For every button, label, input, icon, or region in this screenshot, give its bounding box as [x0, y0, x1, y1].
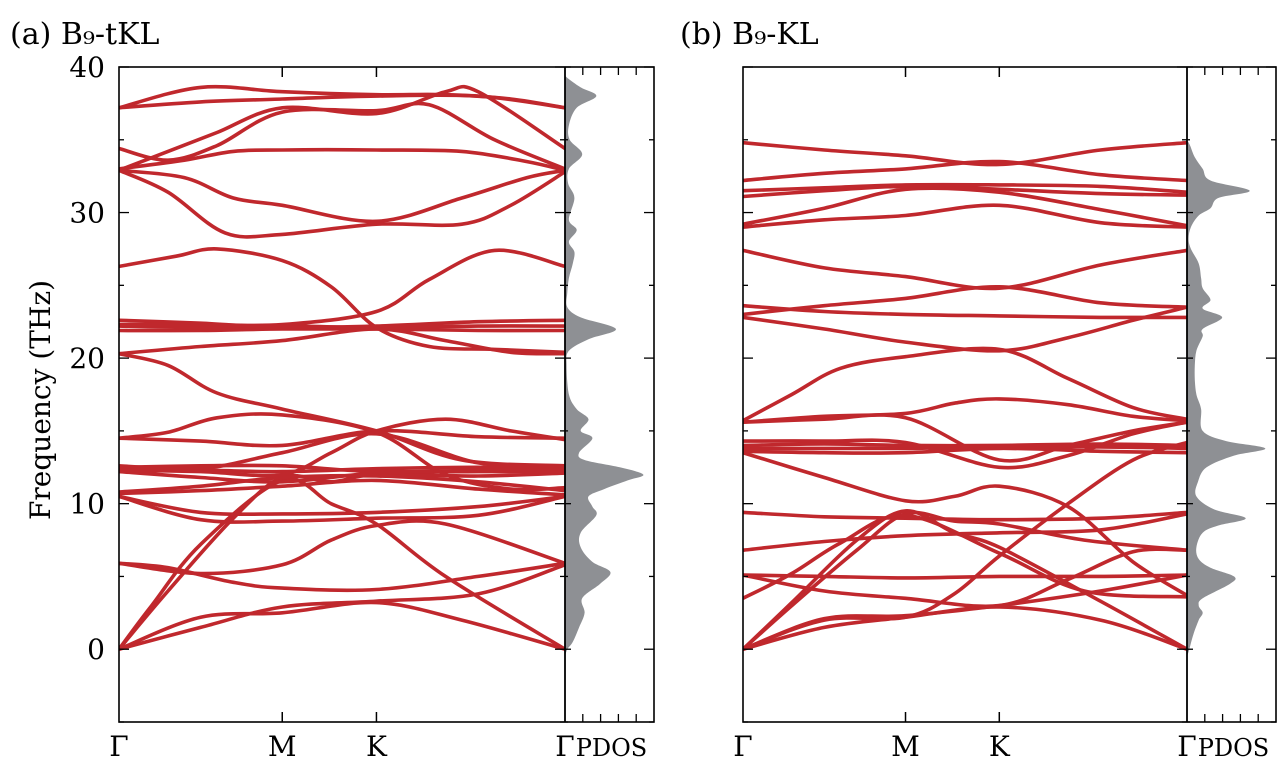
y-tick-label: 0: [87, 633, 105, 666]
panel-a: (a) B₉-tKL Frequency (THz) 0 10 20 30 40 Γ M K Γ…: [10, 17, 655, 763]
y-tick-label: 20: [69, 342, 105, 375]
phonon-band-7: [119, 494, 565, 517]
kpoint-label: M: [268, 730, 297, 763]
pdos-area: [564, 74, 644, 657]
phonon-band-4: [119, 561, 565, 593]
kpoint-label: M: [891, 730, 920, 763]
axes-frame: [742, 66, 1277, 723]
y-tick-label: 10: [69, 488, 105, 521]
phonon-band-28: [119, 84, 565, 173]
phonon-band-6: [743, 573, 1187, 580]
phonon-band-3: [119, 477, 565, 651]
kpoint-label: K: [989, 730, 1011, 763]
phonon-band-14: [743, 420, 1187, 470]
phonon-band-8: [119, 478, 565, 497]
phonon-band-10: [743, 450, 1187, 598]
panel-b-title: (b) B₉-KL: [680, 17, 819, 52]
phonon-band-24: [119, 168, 565, 239]
phonon-band-2: [743, 510, 1187, 651]
phonon-band-8: [743, 512, 1187, 552]
kpoint-label: K: [366, 730, 388, 763]
phonon-band-6: [119, 494, 565, 524]
phonon-band-17: [743, 346, 1187, 423]
phonon-band-12: [119, 463, 565, 474]
phonon-band-3: [743, 509, 1187, 651]
phonon-band-22: [119, 247, 565, 355]
phonon-band-15: [119, 412, 565, 492]
phonon-band-23: [119, 248, 565, 328]
phonon-band-15: [743, 413, 1187, 463]
phonon-band-25: [119, 168, 565, 224]
kpoint-label: Γ: [109, 730, 128, 763]
phonon-band-12: [743, 444, 1187, 451]
phonon-band-13: [743, 442, 1187, 448]
phonon-band-25: [743, 182, 1187, 194]
panel-a-title: (a) B₉-tKL: [10, 17, 160, 52]
pdos-label: PDOS: [1198, 734, 1270, 762]
y-tick-label: 40: [69, 51, 105, 84]
phonon-band-21: [743, 248, 1187, 291]
phonon-band-27: [743, 140, 1187, 167]
pdos-area: [1187, 139, 1266, 657]
phonon-band-9: [743, 510, 1187, 522]
phonon-band-0: [119, 600, 565, 651]
phonon-band-30: [119, 84, 565, 110]
y-tick-label: 30: [69, 197, 105, 230]
phonon-band-7: [743, 547, 1187, 609]
y-axis-label: Frequency (THz): [24, 280, 57, 520]
kpoint-label: Γ: [1177, 730, 1196, 763]
phonon-band-11: [743, 446, 1187, 455]
phonon-band-1: [119, 563, 565, 651]
phonon-band-4: [743, 440, 1187, 651]
axes-frame: [118, 66, 655, 723]
pdos-label: PDOS: [576, 734, 648, 762]
kpoint-label: Γ: [733, 730, 752, 763]
phonon-band-14: [119, 428, 565, 448]
phonon-band-5: [119, 519, 565, 576]
phonon-band-20: [743, 284, 1187, 317]
phonon-band-22: [743, 203, 1187, 229]
phonon-band-26: [119, 147, 565, 173]
phonon-band-17: [119, 351, 565, 468]
phonon-band-16: [119, 417, 565, 478]
panel-b: (b) B₉-KL Γ M K Γ PDOS: [680, 17, 1277, 763]
phonon-band-19: [743, 303, 1187, 320]
phonon-band-18: [743, 305, 1187, 353]
kpoint-label: Γ: [555, 730, 574, 763]
phonon-band-16: [743, 397, 1187, 424]
phonon-band-24: [743, 184, 1187, 199]
